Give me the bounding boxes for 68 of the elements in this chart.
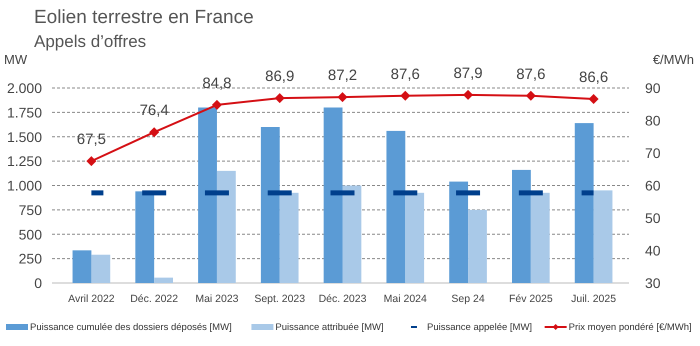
bar [135,191,154,283]
x-tick-label: Sept. 2023 [254,293,306,305]
point [463,90,474,100]
y2-tick-label: 80 [645,112,661,128]
bar [216,170,236,283]
y2-tick-label: 60 [645,178,661,194]
data-label: 87,6 [390,66,420,83]
y-tick-label: 1.750 [6,104,42,120]
bar [154,278,173,283]
legend-label: Puissance attribuée [MW] [275,322,384,333]
x-tick-label: Sep 24 [451,293,485,305]
legend-label: Puissance appelée [MW] [426,322,532,333]
x-tick-label: Juil. 2025 [571,293,616,305]
bar [468,210,487,283]
bar [530,192,550,283]
data-label: 87,2 [328,67,358,84]
bar [449,182,468,283]
data-label: 87,9 [453,64,483,82]
x-tick-label: Avril 2022 [68,293,115,305]
bar [198,108,217,283]
x-tick-label: Mai 2024 [384,293,428,305]
bar [405,192,424,283]
y-tick-label: 1.000 [6,178,42,194]
point [338,92,348,102]
y2-tick-label: 40 [645,242,661,258]
bar [512,170,531,283]
legend-label: Puissance cumulée des dossiers déposés [MW] [30,322,232,333]
y2-tick-label: 70 [645,145,661,161]
bar [324,108,342,283]
y-axis-title: MW [4,52,28,67]
y2-axis-title: €/MWh [652,52,694,67]
y-tick-label: 250 [18,250,42,267]
y-tick-label: 2.000 [6,80,42,96]
y2-tick-label: 50 [645,210,661,226]
x-tick-label: Déc. 2022 [130,293,178,305]
y2-tick-label: 90 [645,80,661,96]
bar [342,186,362,283]
data-label: 86,9 [265,68,294,86]
y-tick-label: 500 [18,226,42,242]
chart-title: Eolien terrestre en France [34,7,254,28]
bar [386,130,406,283]
data-label: 84,8 [202,74,232,92]
y2-tick-label: 30 [645,275,661,291]
bar [280,192,299,283]
chart-subtitle: Appels d’offres [34,32,146,51]
bar [594,190,612,283]
point [86,156,96,166]
x-tick-label: Fév 2025 [508,293,553,305]
data-label: 76,4 [140,102,169,120]
x-tick-label: Mai 2023 [195,293,239,305]
point [400,90,410,101]
point [274,93,285,104]
y-tick-label: 0 [34,275,42,291]
bar [574,123,594,283]
legend-label: Prix moyen pondéré [€/MWh] [568,322,692,333]
point [526,90,536,101]
point [588,94,599,104]
y-tick-label: 1.500 [6,128,42,145]
bar [260,127,280,283]
x-tick-label: Déc. 2023 [318,293,367,305]
point [212,100,222,110]
data-label: 86,6 [579,69,608,86]
bar [72,250,92,283]
data-label: 87,6 [516,66,546,83]
point [149,127,160,138]
bar [91,254,110,283]
y-tick-label: 750 [18,202,42,218]
y-tick-label: 1.250 [6,153,42,170]
